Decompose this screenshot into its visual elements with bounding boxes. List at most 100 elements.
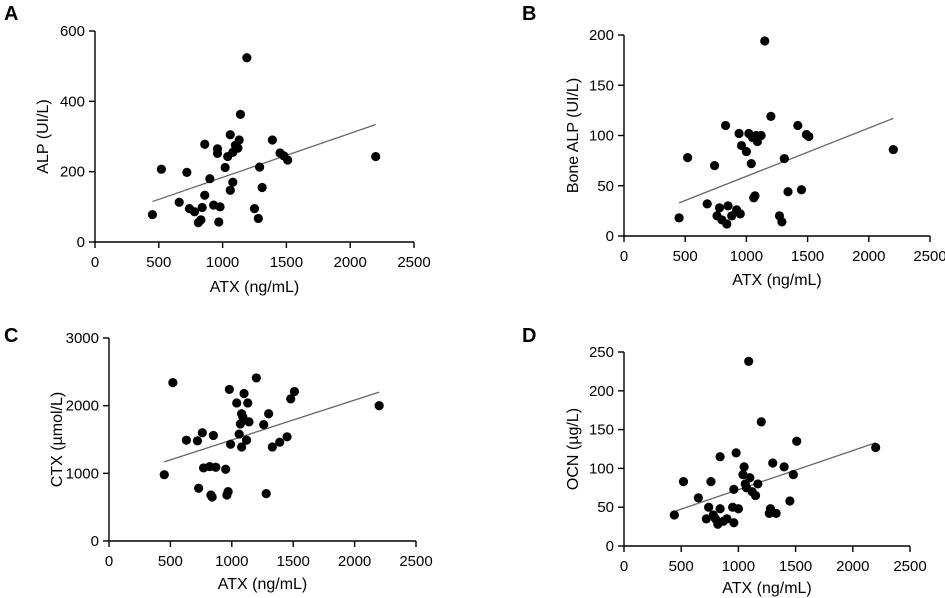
panel-a: A 0 500 1000 1500 2000 2500 0 200 400 600 ATX (ng/m… bbox=[4, 3, 431, 296]
data-point bbox=[249, 203, 260, 214]
x-tick-label: 500 bbox=[146, 254, 171, 271]
data-point bbox=[182, 167, 192, 177]
data-point bbox=[174, 197, 184, 207]
x-tick-label: 1000 bbox=[730, 248, 763, 265]
data-point bbox=[239, 388, 249, 399]
x-tick-label: 0 bbox=[105, 553, 113, 570]
x-tick-label: 1000 bbox=[206, 254, 239, 271]
data-point bbox=[197, 202, 207, 213]
y-tick-label: 3000 bbox=[66, 330, 99, 347]
panel-d: D 0 500 1000 1500 2000 2500 0 50 100 150 200 250 ATX … bbox=[522, 325, 927, 597]
y-tick-label: 600 bbox=[60, 23, 85, 40]
y-tick-label: 150 bbox=[589, 422, 614, 439]
data-point bbox=[750, 490, 761, 501]
panel-letter-b: B bbox=[522, 3, 536, 25]
data-point bbox=[251, 373, 261, 383]
x-tick-label: 2500 bbox=[399, 553, 432, 570]
data-point bbox=[729, 484, 739, 494]
data-point bbox=[259, 420, 269, 430]
data-point bbox=[255, 162, 265, 172]
data-point bbox=[701, 514, 711, 524]
data-point bbox=[720, 120, 731, 131]
y-tick-label: 2000 bbox=[66, 398, 99, 415]
y-tick-label: 0 bbox=[77, 234, 85, 251]
data-point bbox=[669, 510, 679, 520]
data-point bbox=[741, 146, 752, 157]
data-point bbox=[796, 185, 807, 195]
data-point bbox=[777, 217, 787, 227]
data-point bbox=[371, 151, 381, 162]
x-tick-label: 2500 bbox=[913, 248, 945, 265]
data-point bbox=[779, 154, 789, 164]
data-point bbox=[722, 219, 732, 229]
data-point bbox=[267, 442, 277, 452]
data-point bbox=[196, 215, 206, 225]
data-point bbox=[745, 473, 755, 483]
y-axis-title: ALP (UI/L) bbox=[35, 99, 52, 173]
data-point bbox=[738, 470, 748, 480]
x-tick-label: 1000 bbox=[722, 558, 755, 575]
data-point bbox=[192, 436, 203, 446]
x-tick-label: 500 bbox=[158, 553, 183, 570]
x-tick-label: 2500 bbox=[397, 254, 430, 271]
data-point bbox=[374, 401, 384, 411]
x-axis-title: ATX (ng/mL) bbox=[210, 279, 300, 296]
y-tick-label: 250 bbox=[589, 344, 614, 361]
data-point bbox=[766, 111, 776, 122]
data-point bbox=[753, 479, 763, 489]
data-point bbox=[785, 496, 795, 506]
data-point bbox=[735, 209, 745, 219]
x-tick-label: 1500 bbox=[270, 254, 303, 271]
y-tick-label: 100 bbox=[589, 128, 614, 145]
data-point bbox=[200, 139, 210, 149]
x-tick-label: 1500 bbox=[277, 553, 310, 570]
data-point bbox=[221, 464, 231, 474]
data-point bbox=[746, 159, 756, 169]
data-point bbox=[704, 502, 714, 512]
y-tick-label: 0 bbox=[91, 533, 99, 550]
y-tick-label: 50 bbox=[597, 178, 614, 195]
data-point bbox=[194, 483, 204, 493]
data-point bbox=[792, 436, 802, 446]
data-point bbox=[756, 130, 766, 141]
regression-line bbox=[675, 442, 876, 512]
data-point bbox=[220, 162, 230, 173]
data-point bbox=[156, 164, 166, 174]
regression-line bbox=[164, 391, 380, 463]
data-point bbox=[788, 470, 798, 480]
x-axis-title: ATX (ng/mL) bbox=[722, 580, 812, 597]
data-point bbox=[261, 489, 271, 499]
y-tick-label: 200 bbox=[589, 383, 614, 400]
x-tick-label: 2000 bbox=[836, 558, 869, 575]
data-point bbox=[714, 203, 725, 213]
data-point bbox=[205, 174, 215, 184]
x-axis-title: ATX (ng/mL) bbox=[218, 576, 308, 593]
data-point bbox=[768, 458, 778, 468]
data-point bbox=[871, 442, 881, 453]
data-point bbox=[804, 131, 814, 142]
y-tick-label: 400 bbox=[60, 93, 85, 110]
y-tick-label: 200 bbox=[60, 164, 85, 181]
data-point bbox=[208, 430, 218, 441]
data-point bbox=[225, 130, 235, 140]
data-point bbox=[702, 199, 712, 209]
data-point bbox=[715, 452, 725, 462]
data-point bbox=[168, 378, 178, 388]
data-point bbox=[289, 386, 300, 397]
data-point bbox=[234, 429, 244, 439]
data-point bbox=[212, 148, 223, 158]
data-point bbox=[275, 437, 285, 447]
regression-line bbox=[152, 123, 376, 203]
data-point bbox=[159, 470, 169, 480]
panel-letter-a: A bbox=[4, 3, 18, 25]
x-tick-label: 500 bbox=[669, 558, 694, 575]
data-point bbox=[888, 144, 898, 155]
data-point bbox=[257, 182, 267, 193]
data-point bbox=[228, 177, 238, 187]
data-point bbox=[731, 448, 741, 458]
data-point bbox=[237, 442, 247, 452]
x-tick-label: 2000 bbox=[334, 254, 367, 271]
data-point bbox=[215, 202, 225, 212]
y-axis-title: Bone ALP (UI/L) bbox=[565, 78, 582, 193]
